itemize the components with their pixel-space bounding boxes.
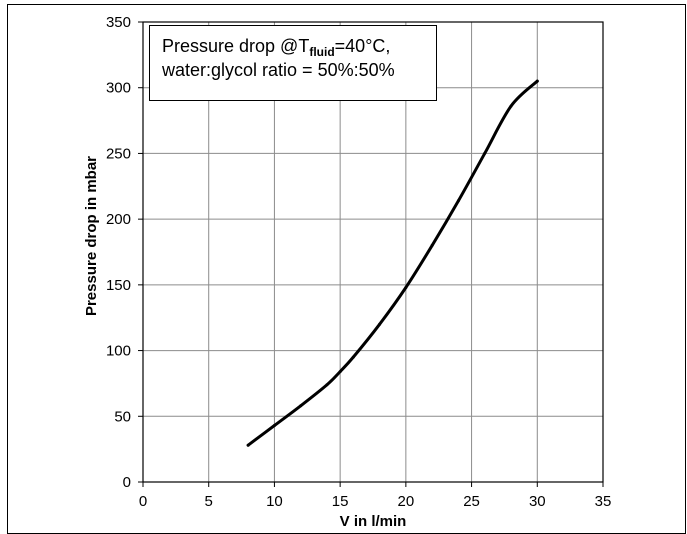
data-point	[352, 356, 355, 359]
y-tick-label: 300	[106, 80, 131, 97]
data-point	[378, 323, 381, 326]
x-axis-label: V in l/min	[340, 513, 407, 529]
annotation-suffix: =40°C,	[335, 36, 391, 56]
data-point	[247, 444, 250, 447]
y-tick-label: 250	[106, 145, 131, 162]
x-tick-label: 10	[266, 493, 283, 510]
data-point	[339, 370, 342, 373]
data-point	[483, 152, 486, 155]
data-point	[457, 199, 460, 202]
data-point	[273, 424, 276, 427]
x-tick-label: 30	[529, 493, 546, 510]
x-tick-label: 5	[205, 493, 213, 510]
y-axis-ticks: 0 50 100 150 200 250 300 350	[106, 14, 143, 491]
annotation-subscript: fluid	[309, 45, 334, 59]
annotation-line-2: water:glycol ratio = 50%:50%	[162, 58, 436, 82]
y-tick-label: 150	[106, 277, 131, 294]
x-tick-label: 0	[139, 493, 147, 510]
data-point	[510, 105, 513, 108]
x-axis-ticks: 0 5 10 15 20 25 30 35	[139, 482, 612, 510]
data-point	[299, 404, 302, 407]
y-tick-label: 50	[114, 408, 131, 425]
data-point	[326, 383, 329, 386]
x-tick-label: 15	[332, 493, 349, 510]
x-tick-label: 35	[595, 493, 612, 510]
data-point	[404, 286, 407, 289]
x-tick-label: 20	[398, 493, 415, 510]
annotation-line-1: Pressure drop @Tfluid=40°C,	[162, 34, 436, 58]
y-tick-label: 100	[106, 343, 131, 360]
annotation-prefix: Pressure drop @T	[162, 36, 309, 56]
data-point	[536, 80, 539, 83]
annotation-box: Pressure drop @Tfluid=40°C, water:glycol…	[149, 25, 437, 101]
series-line	[248, 81, 537, 445]
y-tick-label: 200	[106, 211, 131, 228]
y-axis-label: Pressure drop in mbar	[83, 156, 100, 316]
y-tick-label: 0	[123, 474, 131, 491]
y-tick-label: 350	[106, 14, 131, 31]
x-tick-label: 25	[463, 493, 480, 510]
data-point	[431, 244, 434, 247]
